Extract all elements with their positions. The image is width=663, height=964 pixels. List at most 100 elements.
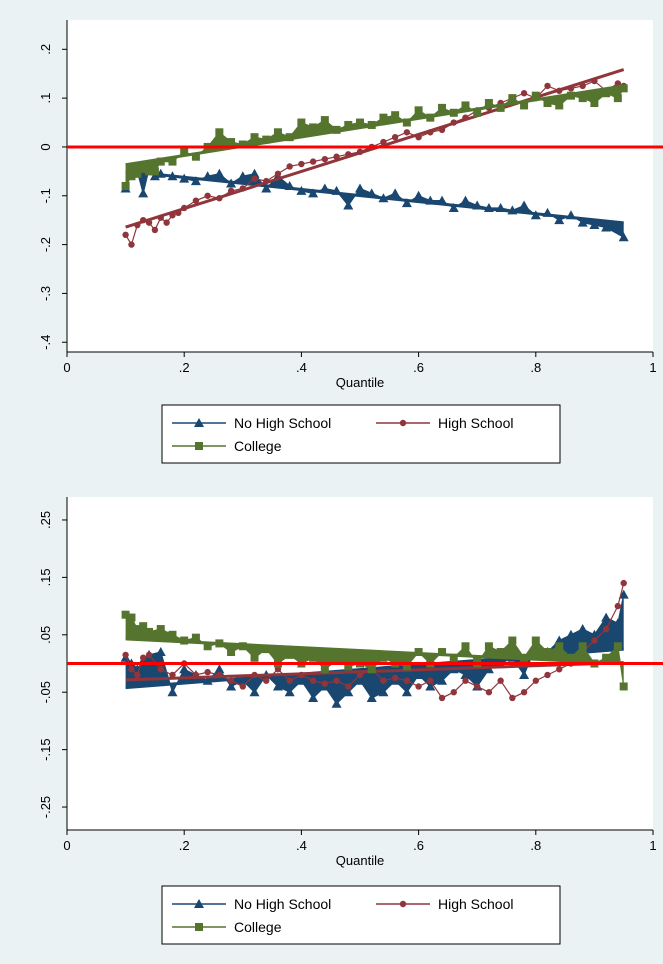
data-point [414, 648, 423, 657]
data-point [602, 89, 611, 98]
legend-entry-high-school: High School [376, 896, 514, 912]
data-point [167, 687, 178, 697]
data-point [618, 232, 629, 242]
data-point [251, 175, 258, 182]
data-point [134, 671, 141, 679]
data-point [614, 602, 622, 610]
legend-box [161, 404, 561, 464]
data-point [122, 651, 129, 659]
data-point [462, 114, 469, 121]
data-point [145, 627, 154, 636]
data-point [567, 85, 575, 92]
data-point [497, 677, 504, 684]
x-tick-label: .8 [530, 360, 541, 375]
data-point [191, 152, 200, 161]
data-point [128, 241, 135, 248]
x-tick-label: .6 [413, 360, 424, 375]
data-point [578, 642, 587, 651]
data-point [128, 666, 135, 673]
data-point [250, 133, 259, 142]
data-point [149, 171, 160, 181]
data-point [378, 687, 389, 697]
data-point [555, 101, 564, 110]
data-point [321, 680, 329, 687]
data-point [483, 202, 494, 212]
x-tick-label: .8 [530, 838, 541, 853]
data-point [190, 176, 201, 186]
series-college [121, 84, 628, 190]
x-tick-label: .4 [296, 838, 307, 853]
data-point [602, 653, 611, 662]
data-point [591, 77, 598, 85]
x-axis-title: Quantile [336, 375, 384, 390]
data-point [437, 675, 448, 685]
data-point [438, 103, 447, 112]
data-point [565, 629, 576, 639]
data-point [157, 666, 164, 673]
data-point [484, 642, 493, 651]
legend-label: High School [438, 415, 514, 431]
data-point [366, 692, 377, 702]
data-point [273, 128, 282, 137]
x-tick-label: 0 [63, 838, 70, 853]
data-point [450, 119, 457, 126]
data-point [438, 648, 447, 657]
data-point [215, 128, 224, 137]
y-tick-label: .15 [38, 568, 53, 586]
data-point [145, 167, 154, 176]
data-point [485, 689, 493, 696]
data-point [180, 147, 189, 156]
data-point [602, 625, 610, 633]
legend-entry-college: College [172, 919, 282, 935]
data-point [356, 148, 364, 156]
data-point [169, 671, 176, 679]
data-point [121, 610, 130, 619]
x-tick-label: .6 [413, 838, 424, 853]
data-point [192, 671, 200, 679]
x-tick-label: .2 [179, 360, 190, 375]
y-tick-label: -.3 [38, 286, 53, 301]
data-point [332, 656, 341, 665]
legend-marker-circle [399, 419, 407, 427]
data-point [309, 158, 317, 165]
data-point [495, 202, 506, 212]
data-point [566, 91, 575, 100]
data-point [427, 129, 434, 136]
data-point [202, 675, 213, 685]
data-point [403, 677, 411, 684]
legend-box [161, 885, 561, 945]
data-point [555, 642, 564, 651]
data-point [401, 198, 412, 208]
data-point [619, 682, 628, 691]
data-point [249, 168, 260, 178]
data-point [191, 633, 200, 642]
data-point [427, 677, 434, 684]
data-point [145, 651, 153, 659]
legend-marker-triangle [194, 418, 204, 427]
data-point [286, 163, 293, 170]
y-tick-label: 0 [38, 143, 53, 150]
data-point [134, 221, 141, 229]
data-point [613, 642, 622, 651]
data-point [216, 671, 223, 679]
y-tick-label: .25 [38, 511, 53, 529]
legend-entry-high-school: High School [376, 415, 514, 431]
data-point [320, 116, 329, 125]
data-point [618, 589, 629, 599]
data-point [169, 212, 176, 219]
data-point [127, 613, 136, 622]
x-tick-label: .2 [179, 838, 190, 853]
data-point [261, 183, 272, 193]
y-tick-label: -.1 [38, 188, 53, 203]
data-point [450, 689, 457, 696]
series-line [125, 614, 625, 687]
data-point [202, 171, 213, 181]
data-point [507, 205, 518, 215]
chart-panel-top: -.4 -.3 -.2 -.1 0 .1 .2 0 .2 .4 .6 .8 1 Quantile No Hi… [0, 0, 663, 478]
data-point [309, 677, 317, 684]
data-point [286, 677, 293, 684]
data-point [285, 650, 294, 659]
data-point [343, 687, 354, 697]
data-point [203, 642, 212, 651]
